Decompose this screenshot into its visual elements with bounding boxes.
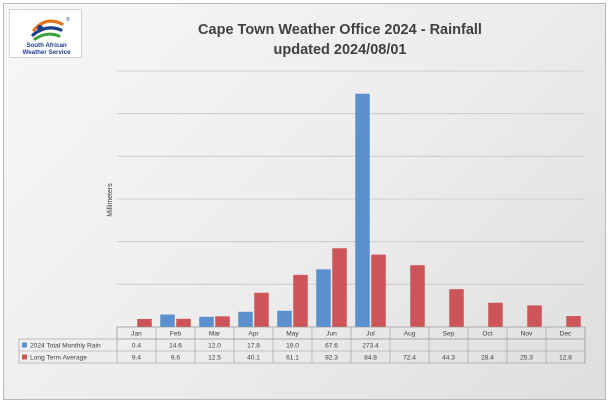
- x-tick-label: Jul: [366, 331, 375, 338]
- logo-name-line1: South African: [26, 42, 67, 49]
- bar-long-term-average-mar: [215, 316, 230, 327]
- data-label: 0.4: [132, 343, 141, 350]
- data-label: 12.0: [208, 343, 221, 350]
- bar-long-term-average-aug: [410, 265, 425, 327]
- data-label: 61.1: [286, 355, 299, 362]
- bar-monthly-rain-apr: [238, 311, 253, 327]
- legend-swatch: [22, 342, 27, 348]
- y-axis-label: Millimeters: [107, 183, 114, 217]
- gridlines: [117, 70, 585, 328]
- bar-long-term-average-jan: [137, 318, 152, 327]
- bar-long-term-average-apr: [254, 292, 269, 327]
- bar-long-term-average-may: [293, 274, 308, 327]
- bar-long-term-average-dec: [566, 316, 581, 327]
- bar-long-term-average-nov: [527, 305, 542, 327]
- bar-monthly-rain-feb: [160, 314, 175, 327]
- data-label: 25.3: [520, 355, 533, 362]
- saws-logo: ® South African Weather Service: [9, 9, 82, 58]
- bar-long-term-average-feb: [176, 318, 191, 327]
- bar-monthly-rain-jul: [355, 93, 370, 327]
- bar-long-term-average-jun: [332, 248, 347, 327]
- x-tick-label: Sep: [443, 331, 455, 338]
- data-table: Jan Feb Mar Apr May Jun Jul Aug Sep Oct Nov Dec 2024…: [18, 326, 586, 364]
- x-tick-label: Aug: [404, 331, 416, 338]
- data-label: 12.5: [208, 355, 221, 362]
- legend-swatch: [22, 354, 27, 360]
- data-label: 67.6: [325, 343, 338, 350]
- data-label: 40.1: [247, 355, 260, 362]
- saws-logo-icon: ®: [31, 16, 70, 41]
- x-tick-label: Jan: [131, 331, 142, 338]
- data-label: 9.6: [171, 355, 180, 362]
- x-tick-label: Oct: [482, 331, 492, 338]
- bar-monthly-rain-may: [277, 310, 292, 327]
- data-label: 19.0: [286, 343, 299, 350]
- chart-frame: [3, 3, 606, 400]
- bars: [121, 93, 581, 327]
- x-tick-label: Apr: [248, 331, 259, 338]
- chart-title-line2: updated 2024/08/01: [273, 42, 407, 58]
- x-tick-label: May: [286, 331, 299, 338]
- data-label: 14.6: [169, 343, 182, 350]
- data-label: 72.4: [403, 355, 416, 362]
- bar-long-term-average-sep: [449, 289, 464, 327]
- data-label: 17.8: [247, 343, 260, 350]
- logo-name-line2: Weather Service: [22, 49, 71, 56]
- legend-entry: 2024 Total Monthly Rain: [30, 343, 101, 350]
- chart-title-line1: Cape Town Weather Office 2024 - Rainfall: [198, 22, 482, 38]
- bar-long-term-average-oct: [488, 302, 503, 327]
- registered-mark: ®: [66, 16, 70, 23]
- x-tick-label: Feb: [170, 331, 182, 338]
- x-tick-label: Dec: [560, 331, 572, 338]
- bar-long-term-average-jul: [371, 254, 386, 327]
- data-label: 12.8: [559, 355, 572, 362]
- x-tick-label: Jun: [326, 331, 337, 338]
- data-label: 273.4: [362, 343, 379, 350]
- legend-entry: Long Term Average: [30, 355, 87, 362]
- bar-monthly-rain-jun: [316, 269, 331, 327]
- data-label: 44.3: [442, 355, 455, 362]
- x-tick-label: Mar: [209, 331, 221, 338]
- data-label: 28.4: [481, 355, 494, 362]
- chart-title: Cape Town Weather Office 2024 - Rainfall…: [150, 20, 530, 60]
- x-tick-label: Nov: [521, 331, 533, 338]
- bar-monthly-rain-mar: [199, 316, 214, 327]
- data-label: 9.4: [132, 355, 141, 362]
- data-label: 92.3: [325, 355, 338, 362]
- data-label: 84.8: [364, 355, 377, 362]
